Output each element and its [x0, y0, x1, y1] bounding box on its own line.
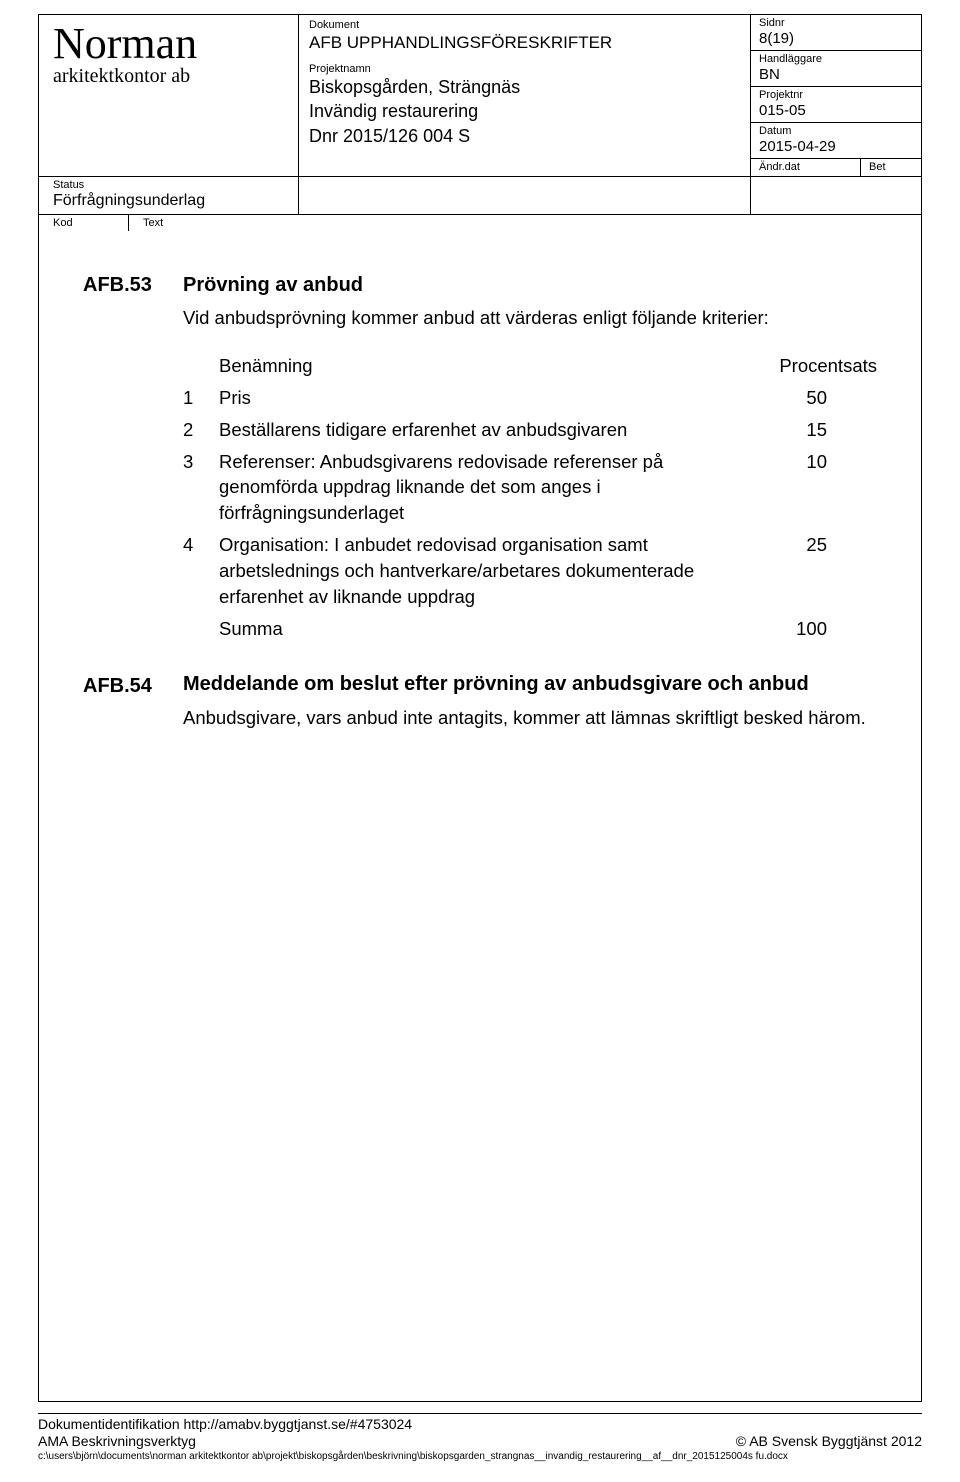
datum-label: Datum [759, 125, 913, 137]
company-name: Norman [53, 21, 288, 67]
projektnr-label: Projektnr [759, 89, 913, 101]
bet-label: Bet [869, 161, 913, 173]
criteria-row-value: 15 [757, 417, 877, 443]
footer-copyright: © AB Svensk Byggtjänst 2012 [736, 1433, 922, 1449]
criteria-col-procentsats: Procentsats [757, 353, 877, 379]
header-status-row: Status Förfrågningsunderlag [39, 177, 921, 215]
projektnr-value: 015-05 [759, 102, 913, 119]
company-subtitle: arkitektkontor ab [53, 65, 288, 88]
criteria-row-text: Organisation: I anbudet redovisad organi… [219, 532, 747, 610]
datum-value: 2015-04-29 [759, 138, 913, 155]
criteria-sum-row: Summa 100 [183, 616, 877, 642]
projektnr-row: Projektnr 015-05 [751, 87, 921, 123]
dokument-label: Dokument [309, 19, 740, 31]
text-label: Text [129, 215, 921, 231]
status-right-empty [751, 177, 921, 214]
status-label: Status [53, 179, 288, 191]
header-row-main: Norman arkitektkontor ab Dokument AFB UP… [39, 15, 921, 177]
criteria-row-value: 50 [757, 385, 877, 411]
criteria-row-value: 10 [757, 449, 877, 475]
section53-title: Prövning av anbud [183, 271, 877, 299]
criteria-row: 1 Pris 50 [183, 385, 877, 411]
header-kod-row: Kod Text [39, 215, 921, 231]
kod-label: Kod [39, 215, 129, 231]
projektnamn-line1: Biskopsgården, Strängnäs [309, 75, 740, 99]
page-footer: Dokumentidentifikation http://amabv.bygg… [38, 1413, 922, 1462]
sidnr-label: Sidnr [759, 17, 913, 29]
projektnamn-line2: Invändig restaurering [309, 99, 740, 123]
criteria-row-text: Beställarens tidigare erfarenhet av anbu… [219, 417, 747, 443]
andr-label: Ändr.dat [759, 161, 852, 173]
section-afb54: AFB.54 Meddelande om beslut efter prövni… [83, 672, 877, 731]
projektnamn-label: Projektnamn [309, 63, 740, 75]
criteria-col-benamning: Benämning [219, 353, 747, 379]
criteria-row: 3 Referenser: Anbudsgivarens redovisade … [183, 449, 877, 527]
footer-tool: AMA Beskrivningsverktyg [38, 1433, 196, 1449]
handlaggare-label: Handläggare [759, 53, 913, 65]
page-content: AFB.53 Prövning av anbud Vid anbudsprövn… [39, 231, 921, 751]
criteria-row: 4 Organisation: I anbudet redovisad orga… [183, 532, 877, 610]
criteria-table: Benämning Procentsats 1 Pris 50 2 Bestäl… [183, 353, 877, 642]
criteria-sum-label: Summa [219, 616, 747, 642]
sidnr-row: Sidnr 8(19) [751, 15, 921, 51]
page-frame: Norman arkitektkontor ab Dokument AFB UP… [38, 14, 922, 1402]
header-project-cell: Dokument AFB UPPHANDLINGSFÖRESKRIFTER Pr… [299, 15, 751, 176]
criteria-row: 2 Beställarens tidigare erfarenhet av an… [183, 417, 877, 443]
criteria-header-row: Benämning Procentsats [183, 353, 877, 379]
criteria-sum-value: 100 [757, 616, 877, 642]
sidnr-value: 8(19) [759, 30, 913, 47]
status-value: Förfrågningsunderlag [53, 192, 288, 210]
status-mid-empty [299, 177, 751, 214]
section53-intro: Vid anbudsprövning kommer anbud att värd… [183, 305, 877, 331]
criteria-row-num: 3 [183, 449, 209, 475]
section54-title: Meddelande om beslut efter prövning av a… [183, 672, 877, 697]
section-afb53: AFB.53 Prövning av anbud Vid anbudsprövn… [83, 271, 877, 642]
criteria-row-text: Referenser: Anbudsgivarens redovisade re… [219, 449, 747, 527]
section54-body: Anbudsgivare, vars anbud inte antagits, … [183, 705, 877, 731]
criteria-row-value: 25 [757, 532, 877, 558]
section53-code: AFB.53 [83, 271, 175, 642]
header-meta-cell: Sidnr 8(19) Handläggare BN Projektnr 015… [751, 15, 921, 176]
projektnamn-line3: Dnr 2015/126 004 S [309, 124, 740, 148]
header-company-cell: Norman arkitektkontor ab [39, 15, 299, 176]
andr-bet-row: Ändr.dat Bet [751, 159, 921, 176]
handlaggare-value: BN [759, 66, 913, 83]
dokument-value: AFB UPPHANDLINGSFÖRESKRIFTER [309, 33, 740, 53]
handlaggare-row: Handläggare BN [751, 51, 921, 87]
criteria-row-text: Pris [219, 385, 747, 411]
footer-filepath: c:\users\björn\documents\norman arkitekt… [38, 1451, 922, 1462]
datum-row: Datum 2015-04-29 [751, 123, 921, 159]
criteria-row-num: 4 [183, 532, 209, 558]
criteria-row-num: 2 [183, 417, 209, 443]
footer-doc-id: Dokumentidentifikation http://amabv.bygg… [38, 1416, 412, 1432]
status-cell: Status Förfrågningsunderlag [39, 177, 299, 214]
criteria-row-num: 1 [183, 385, 209, 411]
section54-code: AFB.54 [83, 672, 175, 731]
